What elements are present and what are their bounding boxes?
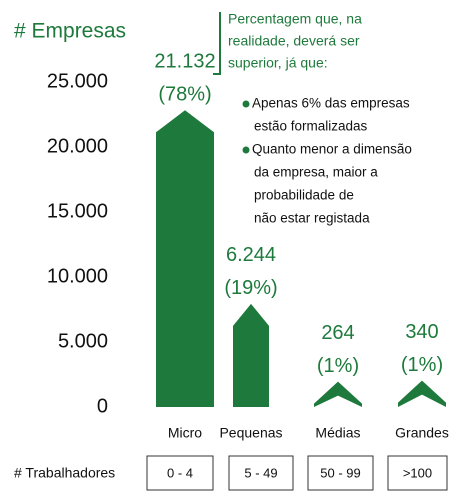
bar — [156, 110, 214, 407]
y-tick-label: 15.000 — [47, 200, 108, 222]
range-box — [146, 455, 214, 491]
x-tick-label: Micro — [168, 425, 202, 441]
bullet-line: Quanto menor a dimensão — [252, 142, 412, 157]
annotation-line: realidade, deverá ser — [228, 33, 360, 49]
x-tick-label: Grandes — [395, 425, 449, 441]
range-label: 0 - 4 — [167, 465, 193, 480]
bullet-line: Apenas 6% das empresas — [252, 96, 410, 111]
y-tick-label: 5.000 — [58, 330, 108, 352]
bullet-line: probabilidade de — [254, 188, 354, 203]
y-tick-label: 0 — [97, 395, 108, 417]
range-box — [228, 455, 294, 491]
x-tick-label: Pequenas — [219, 425, 282, 441]
bullet-line: da empresa, maior a — [254, 165, 378, 180]
value-label: 21.132 — [154, 51, 215, 73]
annotation-line: superior, já que: — [228, 55, 328, 71]
y-axis-label: # Empresas — [14, 20, 126, 43]
y-tick-label: 25.000 — [47, 70, 108, 92]
value-label: 264 — [321, 322, 354, 344]
bullet-line: estão formalizadas — [254, 119, 368, 134]
bar — [314, 381, 362, 407]
bar — [233, 303, 269, 407]
value-label: 6.244 — [226, 244, 276, 266]
bullet-dot — [242, 146, 250, 154]
range-label: 50 - 99 — [320, 465, 360, 480]
value-label: 340 — [405, 321, 438, 343]
annotation-line: Percentagem que, na — [228, 11, 362, 27]
range-box — [387, 455, 448, 491]
bar — [398, 380, 446, 407]
share-label: (1%) — [401, 354, 443, 376]
range-label: >100 — [403, 465, 432, 480]
bullet-line: não estar registada — [254, 211, 370, 226]
x-axis-label: # Trabalhadores — [14, 465, 115, 481]
y-tick-label: 10.000 — [47, 265, 108, 287]
bullet-dot — [242, 100, 250, 108]
share-label: (78%) — [158, 84, 211, 106]
x-tick-label: Médias — [315, 425, 360, 441]
annotation-bracket — [213, 12, 221, 75]
y-tick-label: 20.000 — [47, 135, 108, 157]
range-box — [307, 455, 374, 491]
range-label: 5 - 49 — [244, 465, 277, 480]
share-label: (1%) — [317, 355, 359, 377]
share-label: (19%) — [224, 277, 277, 299]
